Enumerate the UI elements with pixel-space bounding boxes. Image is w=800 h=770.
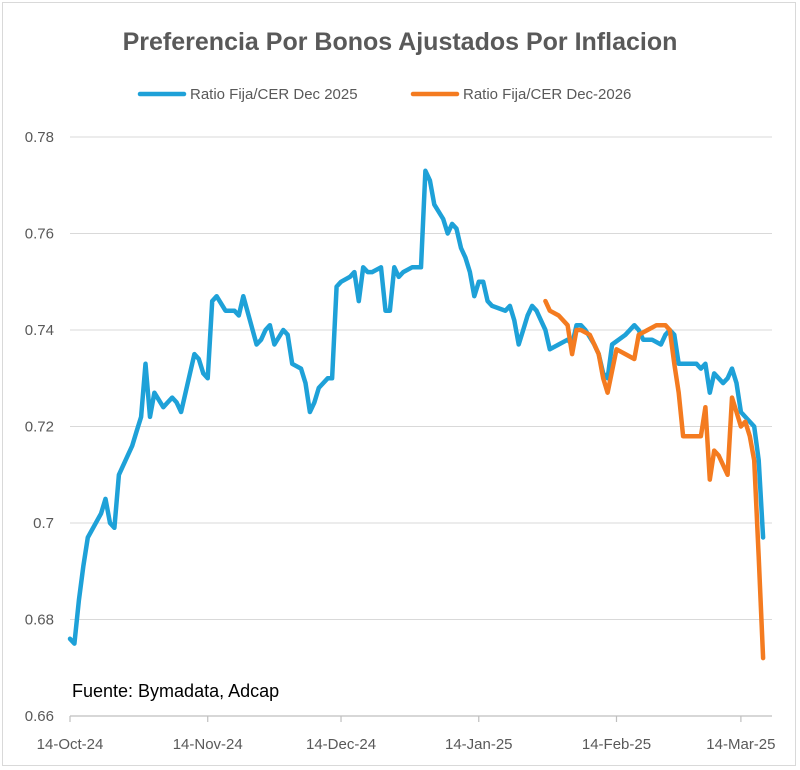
- y-axis-tick-labels: 0.66 0.68 0.7 0.72 0.74 0.76 0.78: [25, 129, 54, 725]
- x-tick-label: 14-Dec-24: [306, 736, 376, 753]
- y-tick-label: 0.68: [25, 612, 54, 629]
- y-tick-label: 0.66: [25, 708, 54, 725]
- y-tick-label: 0.78: [25, 129, 54, 146]
- y-tick-label: 0.74: [25, 322, 54, 339]
- y-tick-label: 0.7: [33, 515, 54, 532]
- x-tick-label: 14-Oct-24: [37, 736, 104, 753]
- legend-label: Ratio Fija/CER Dec 2025: [190, 86, 358, 103]
- x-tick-label: 14-Jan-25: [445, 736, 513, 753]
- x-tick-label: 14-Feb-25: [582, 736, 651, 753]
- y-tick-label: 0.72: [25, 419, 54, 436]
- series-line-2: [543, 298, 766, 661]
- x-tick-label: 14-Nov-24: [173, 736, 243, 753]
- legend: Ratio Fija/CER Dec 2025 Ratio Fija/CER De…: [137, 86, 631, 103]
- y-tick-label: 0.76: [25, 226, 54, 243]
- series-layer: [67, 168, 766, 661]
- legend-label: Ratio Fija/CER Dec-2026: [463, 86, 631, 103]
- chart-title: Preferencia Por Bonos Ajustados Por Infl…: [123, 28, 678, 56]
- x-axis: 14-Oct-24 14-Nov-24 14-Dec-24 14-Jan-25 14-F…: [37, 715, 776, 753]
- source-note: Fuente: Bymadata, Adcap: [72, 681, 279, 701]
- grid-lines: [70, 136, 772, 620]
- series-line-1: [67, 168, 766, 646]
- x-tick-label: 14-Mar-25: [706, 736, 775, 753]
